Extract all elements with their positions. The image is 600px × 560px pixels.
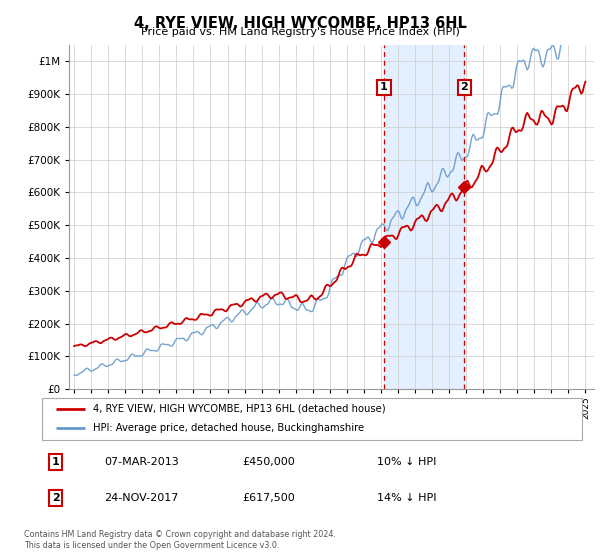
Text: 1: 1 xyxy=(380,82,388,92)
Text: 2: 2 xyxy=(461,82,469,92)
Text: Contains HM Land Registry data © Crown copyright and database right 2024.: Contains HM Land Registry data © Crown c… xyxy=(24,530,336,539)
Text: 14% ↓ HPI: 14% ↓ HPI xyxy=(377,493,436,503)
Text: 4, RYE VIEW, HIGH WYCOMBE, HP13 6HL (detached house): 4, RYE VIEW, HIGH WYCOMBE, HP13 6HL (det… xyxy=(94,404,386,414)
Bar xyxy=(384,45,464,389)
Text: 4, RYE VIEW, HIGH WYCOMBE, HP13 6HL: 4, RYE VIEW, HIGH WYCOMBE, HP13 6HL xyxy=(134,16,466,31)
Text: Price paid vs. HM Land Registry's House Price Index (HPI): Price paid vs. HM Land Registry's House … xyxy=(140,27,460,37)
FancyBboxPatch shape xyxy=(42,398,582,440)
Text: £450,000: £450,000 xyxy=(242,457,295,467)
Text: 24-NOV-2017: 24-NOV-2017 xyxy=(104,493,178,503)
Text: This data is licensed under the Open Government Licence v3.0.: This data is licensed under the Open Gov… xyxy=(24,541,280,550)
Text: 10% ↓ HPI: 10% ↓ HPI xyxy=(377,457,436,467)
Text: HPI: Average price, detached house, Buckinghamshire: HPI: Average price, detached house, Buck… xyxy=(94,423,364,433)
Text: 1: 1 xyxy=(52,457,59,467)
Text: 2: 2 xyxy=(52,493,59,503)
Text: 07-MAR-2013: 07-MAR-2013 xyxy=(104,457,179,467)
Text: £617,500: £617,500 xyxy=(242,493,295,503)
